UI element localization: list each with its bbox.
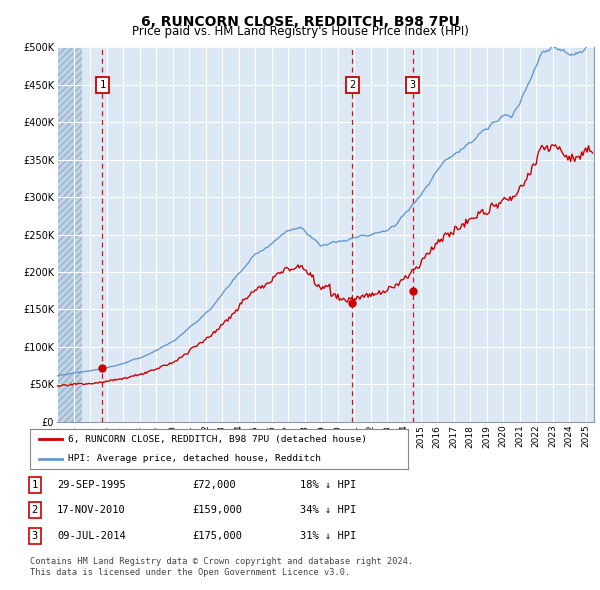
Text: 1: 1 — [32, 480, 38, 490]
Text: 29-SEP-1995: 29-SEP-1995 — [57, 480, 126, 490]
Text: This data is licensed under the Open Government Licence v3.0.: This data is licensed under the Open Gov… — [30, 568, 350, 577]
Text: £72,000: £72,000 — [192, 480, 236, 490]
Text: 34% ↓ HPI: 34% ↓ HPI — [300, 506, 356, 515]
Text: Contains HM Land Registry data © Crown copyright and database right 2024.: Contains HM Land Registry data © Crown c… — [30, 558, 413, 566]
Text: 2: 2 — [349, 80, 356, 90]
Text: 2: 2 — [32, 506, 38, 515]
Text: 18% ↓ HPI: 18% ↓ HPI — [300, 480, 356, 490]
Text: HPI: Average price, detached house, Redditch: HPI: Average price, detached house, Redd… — [68, 454, 321, 463]
Text: 3: 3 — [32, 531, 38, 540]
Text: 6, RUNCORN CLOSE, REDDITCH, B98 7PU: 6, RUNCORN CLOSE, REDDITCH, B98 7PU — [140, 15, 460, 29]
Text: 09-JUL-2014: 09-JUL-2014 — [57, 531, 126, 540]
Text: 31% ↓ HPI: 31% ↓ HPI — [300, 531, 356, 540]
Text: 3: 3 — [409, 80, 416, 90]
Text: £159,000: £159,000 — [192, 506, 242, 515]
Text: £175,000: £175,000 — [192, 531, 242, 540]
Text: 17-NOV-2010: 17-NOV-2010 — [57, 506, 126, 515]
Text: Price paid vs. HM Land Registry's House Price Index (HPI): Price paid vs. HM Land Registry's House … — [131, 25, 469, 38]
Text: 6, RUNCORN CLOSE, REDDITCH, B98 7PU (detached house): 6, RUNCORN CLOSE, REDDITCH, B98 7PU (det… — [68, 435, 367, 444]
Text: 1: 1 — [100, 80, 106, 90]
